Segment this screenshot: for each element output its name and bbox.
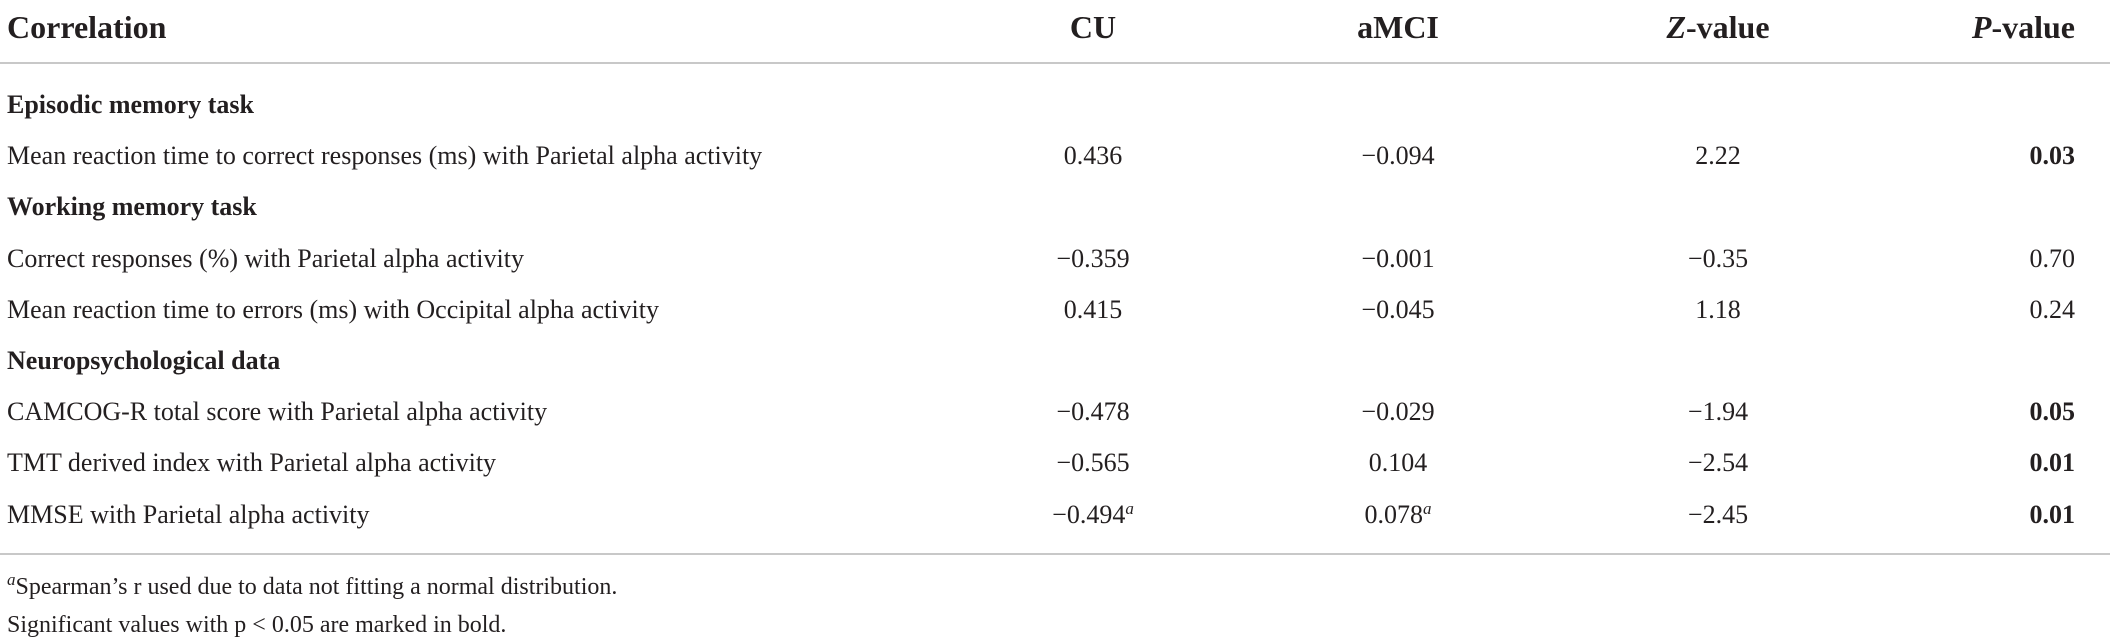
footnote: aSpearman’s r used due to data not fitti…: [7, 570, 617, 604]
cell-value: 0.104: [1368, 448, 1428, 478]
row-label: Mean reaction time to correct responses …: [7, 141, 763, 171]
footnote-marker: a: [7, 570, 16, 589]
cell-value: −2.45: [1687, 499, 1749, 529]
cell-value: −0.045: [1361, 294, 1435, 324]
bottom-rule: [0, 553, 2110, 555]
row-label: CAMCOG-R total score with Parietal alpha…: [7, 397, 548, 427]
cell-value: 0.415: [1063, 294, 1123, 324]
section-title: Episodic memory task: [7, 90, 254, 119]
footnote-marker: a: [1423, 498, 1432, 518]
column-header: P-value: [1971, 9, 2075, 45]
cell-value: −0.565: [1056, 448, 1130, 478]
cell-value: −0.029: [1361, 397, 1435, 427]
cell-value: 0.03: [2029, 141, 2076, 171]
cell-value: 0.01: [2029, 448, 2076, 478]
column-header: Z-value: [1666, 9, 1770, 45]
cell-value: 1.18: [1695, 294, 1741, 324]
footnote-marker: a: [1125, 498, 1134, 518]
row-label: Mean reaction time to errors (ms) with O…: [7, 294, 659, 324]
section-title: Neuropsychological data: [7, 346, 281, 375]
cell-value: −0.359: [1056, 243, 1130, 273]
cell-value: 0.05: [2029, 397, 2076, 427]
cell-value: 0.078a: [1364, 498, 1432, 529]
cell-value: −0.494a: [1052, 498, 1134, 529]
footnote-text: Spearman’s r used due to data not fittin…: [15, 574, 618, 600]
cell-value: −0.001: [1361, 243, 1435, 273]
section-title: Working memory task: [7, 192, 257, 222]
cell-value: −2.54: [1687, 448, 1749, 478]
cell-value: 0.436: [1063, 141, 1123, 171]
column-header: CU: [1069, 9, 1117, 45]
cell-value: 0.24: [2029, 294, 2076, 324]
cell-value: 0.01: [2029, 499, 2076, 529]
row-label: TMT derived index with Parietal alpha ac…: [7, 448, 497, 478]
cell-value: −0.094: [1361, 141, 1435, 171]
cell-value: −0.478: [1056, 397, 1130, 427]
cell-value: −0.35: [1687, 243, 1749, 273]
column-header: Correlation: [7, 9, 167, 45]
cell-value: 0.70: [2029, 243, 2076, 273]
footnote: Significant values with p < 0.05 are mar…: [7, 608, 506, 642]
footnote-text: Significant values with p < 0.05 are mar…: [7, 612, 507, 638]
row-label: MMSE with Parietal alpha activity: [7, 499, 370, 529]
row-label: Correct responses (%) with Parietal alph…: [7, 243, 524, 273]
header-rule: [0, 62, 2110, 64]
cell-value: 2.22: [1695, 141, 1741, 171]
cell-value: −1.94: [1687, 397, 1749, 427]
column-header: aMCI: [1357, 9, 1439, 45]
